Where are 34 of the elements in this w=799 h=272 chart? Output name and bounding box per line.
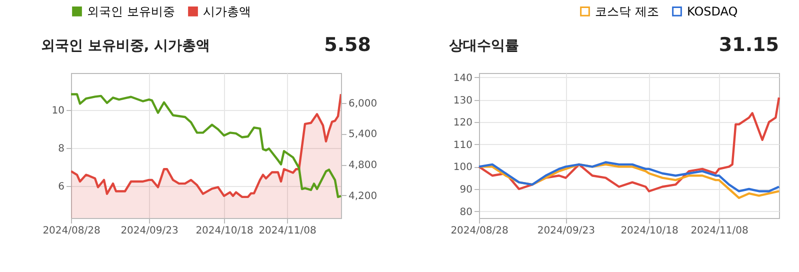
y2-tick-label: 5,400 xyxy=(348,129,378,140)
y-tick-label: 130 xyxy=(453,95,472,106)
y-tick-label: 120 xyxy=(453,118,472,129)
y-tick-label: 8 xyxy=(58,143,64,154)
x-tick-label: 2024/11/08 xyxy=(258,226,316,236)
x-tick-label: 2024/08/28 xyxy=(42,226,100,236)
chart-title: 상대수익률 xyxy=(449,38,519,54)
y-tick-label: 10 xyxy=(52,105,64,116)
x-tick-label: 2024/10/18 xyxy=(620,226,678,236)
text: 5.58 xyxy=(324,34,371,56)
line-series xyxy=(478,163,780,200)
y-tick-label: 110 xyxy=(453,140,472,151)
text: 31.15 xyxy=(718,34,779,56)
y-tick-label: 140 xyxy=(453,72,472,84)
y-tick-label: 80 xyxy=(460,206,472,218)
legend-label: KOSDAQ xyxy=(687,4,738,18)
x-tick-label: 2024/09/23 xyxy=(537,226,595,236)
legend-label: 코스닥 제조 xyxy=(595,4,659,18)
x-tick-label: 2024/11/08 xyxy=(690,226,748,236)
y2-tick-label: 6,000 xyxy=(348,98,378,110)
chart-title: 외국인 보유비중, 시가총액 xyxy=(41,38,210,54)
x-tick-label: 2024/08/28 xyxy=(450,226,508,236)
y2-tick-label: 4,200 xyxy=(348,190,378,202)
x-tick-label: 2024/09/23 xyxy=(120,226,178,236)
legend-label: 시가총액 xyxy=(203,4,251,18)
y2-tick-label: 4,800 xyxy=(348,160,378,172)
y-tick-label: 100 xyxy=(453,162,472,174)
x-tick-label: 2024/10/18 xyxy=(196,226,254,236)
line-series xyxy=(478,96,780,192)
y-tick-label: 90 xyxy=(460,184,472,196)
y-tick-label: 6 xyxy=(58,181,64,192)
line-series xyxy=(70,93,342,198)
legend-label: 외국인 보유비중 xyxy=(87,4,175,18)
line-series xyxy=(478,161,780,192)
